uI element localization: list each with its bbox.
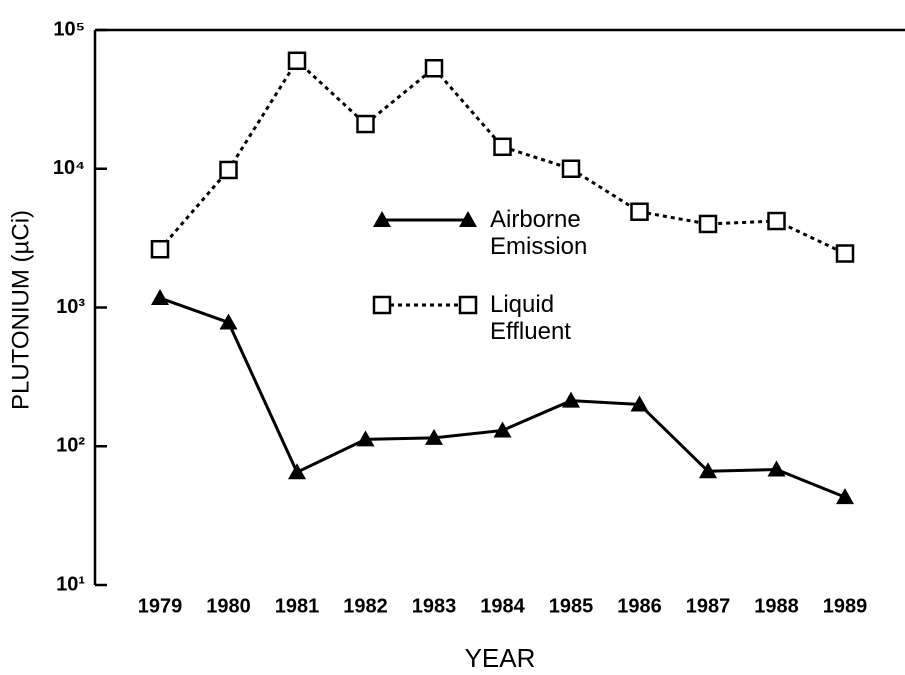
point — [356, 430, 375, 447]
x-tick-label: 1981 — [275, 595, 320, 617]
x-tick-label: 1979 — [138, 595, 183, 617]
x-tick-label: 1989 — [823, 595, 868, 617]
point — [767, 460, 786, 477]
y-tick-label: 10¹ — [56, 573, 85, 595]
x-axis-label: YEAR — [465, 643, 536, 673]
legend-marker — [372, 295, 392, 315]
x-tick-label: 1983 — [412, 595, 457, 617]
point — [699, 462, 717, 479]
point — [219, 160, 238, 180]
x-tick-label: 1982 — [343, 595, 388, 617]
y-tick-label: 10² — [56, 435, 85, 457]
x-tick-label: 1985 — [549, 595, 594, 617]
x-tick-label: 1984 — [480, 595, 525, 617]
legend-label: Liquid Effluent — [490, 291, 571, 345]
point — [424, 59, 444, 78]
point — [219, 313, 238, 330]
x-tick-label: 1986 — [617, 595, 662, 617]
y-axis-label: PLUTONIUM (µCi) — [7, 210, 34, 410]
x-tick-label: 1987 — [686, 595, 731, 617]
legend-label: Airborne Emission — [490, 206, 588, 260]
point — [698, 214, 718, 234]
point — [630, 202, 649, 221]
y-tick-label: 10⁴ — [53, 157, 85, 179]
point — [561, 159, 581, 178]
point — [150, 239, 170, 259]
point — [767, 211, 786, 231]
point — [288, 463, 306, 480]
legend-marker — [373, 211, 391, 227]
point — [425, 428, 443, 445]
x-tick-label: 1988 — [754, 595, 799, 617]
point — [151, 289, 169, 306]
point — [836, 488, 854, 505]
y-tick-label: 10⁵ — [53, 18, 85, 40]
legend-marker — [459, 211, 477, 227]
point — [630, 395, 649, 412]
point — [493, 137, 512, 157]
point — [356, 114, 375, 134]
point — [287, 51, 307, 71]
point — [835, 244, 855, 263]
point — [493, 421, 512, 438]
y-tick-label: 10³ — [56, 296, 85, 318]
point — [562, 391, 580, 408]
x-tick-label: 1980 — [206, 595, 251, 617]
legend-marker — [458, 295, 478, 315]
